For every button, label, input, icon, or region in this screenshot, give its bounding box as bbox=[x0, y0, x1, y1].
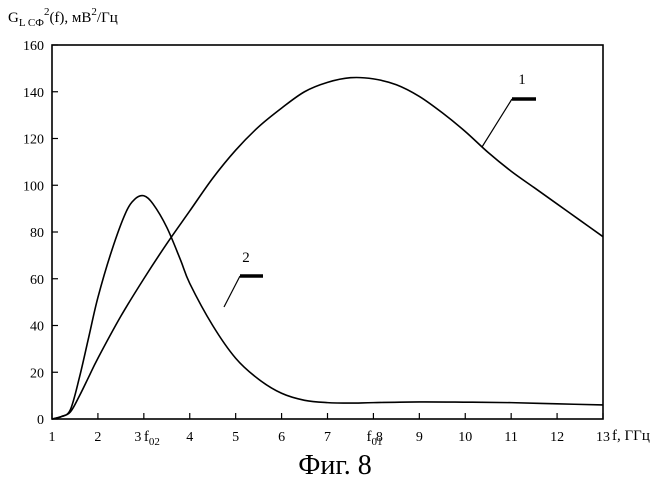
curve-1-leader bbox=[482, 99, 512, 147]
y-tick-label: 160 bbox=[23, 39, 44, 54]
x-axis-label: f, ГГц bbox=[612, 428, 650, 444]
plot-frame bbox=[52, 45, 603, 419]
y-tick-label: 60 bbox=[30, 273, 44, 288]
y-tick-label: 100 bbox=[23, 179, 44, 194]
x-tick-label: 2 bbox=[94, 430, 101, 445]
y-axis-label: GL CФ2(f), мВ2/Гц bbox=[8, 6, 118, 29]
x-tick-label: 5 bbox=[232, 430, 239, 445]
curve-2-label: 2 bbox=[242, 250, 250, 266]
x-tick-label: 10 bbox=[458, 430, 472, 445]
series-line-2 bbox=[52, 196, 603, 419]
curve-label-leaders: 12 bbox=[224, 72, 536, 307]
series-lines bbox=[52, 77, 603, 419]
y-tick-label: 20 bbox=[30, 366, 44, 381]
x-tick-label: 9 bbox=[416, 430, 423, 445]
x-tick-label: 12 bbox=[550, 430, 564, 445]
x-tick-label: 4 bbox=[186, 430, 193, 445]
y-tick-label: 0 bbox=[37, 413, 44, 428]
x-tick-label: 7 bbox=[324, 430, 331, 445]
y-tick-label: 80 bbox=[30, 226, 44, 241]
x-annotation-f02: f02 bbox=[144, 429, 160, 448]
line-chart: 020406080100120140160 12345678910111213f… bbox=[0, 0, 670, 450]
figure-caption: Фиг. 8 bbox=[0, 450, 670, 482]
series-line-1 bbox=[52, 77, 603, 419]
x-tick-label: 11 bbox=[504, 430, 517, 445]
y-tick-label: 120 bbox=[23, 133, 44, 148]
x-tick-label: 1 bbox=[49, 430, 56, 445]
x-tick-label: 3 bbox=[134, 430, 141, 445]
y-tick-label: 40 bbox=[30, 320, 44, 335]
curve-2-leader bbox=[224, 276, 240, 307]
y-tick-label: 140 bbox=[23, 86, 44, 101]
curve-1-label: 1 bbox=[518, 72, 526, 88]
x-tick-label: 13 bbox=[596, 430, 610, 445]
x-tick-label: 6 bbox=[278, 430, 285, 445]
